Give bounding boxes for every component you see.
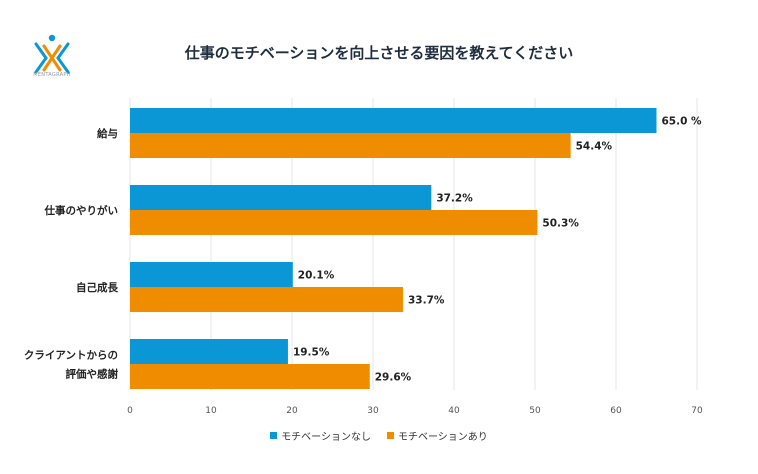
data-label: 33.7%: [408, 295, 445, 307]
legend-swatch-motivation: [387, 432, 394, 439]
category-label: 自己成長: [76, 281, 118, 294]
bar: [130, 262, 293, 287]
data-label: 20.1%: [298, 270, 335, 282]
logo-icon: [34, 34, 70, 74]
bar: [130, 185, 432, 210]
x-tick-label: 0: [127, 406, 133, 416]
data-label: 65.0 %: [662, 116, 703, 128]
x-tick-label: 30: [367, 406, 379, 416]
data-label: 37.2%: [436, 193, 473, 205]
legend-label-no-motivation: モチベーションなし: [281, 432, 371, 443]
bar: [130, 108, 657, 133]
x-tick-label: 70: [691, 406, 703, 416]
legend-item-no-motivation: モチベーションなし: [270, 428, 371, 443]
x-tick-label: 20: [286, 406, 298, 416]
x-tick-label: 40: [448, 406, 460, 416]
bar: [130, 339, 288, 364]
x-tick-label: 10: [205, 406, 217, 416]
bar: [130, 287, 403, 312]
x-tick-label: 60: [610, 406, 622, 416]
x-tick-label: 50: [529, 406, 541, 416]
legend-item-motivation: モチベーションあり: [387, 428, 488, 443]
category-label: 給与: [97, 127, 118, 140]
category-label: 仕事のやりがい: [44, 204, 119, 217]
legend-swatch-no-motivation: [270, 432, 278, 439]
data-label: 54.4%: [576, 141, 613, 153]
category-label: クライアントからの: [24, 350, 118, 362]
data-label: 29.6%: [375, 372, 412, 384]
data-label: 50.3%: [542, 218, 579, 230]
legend: モチベーションなし モチベーションあり: [0, 428, 758, 443]
bar: [130, 133, 571, 158]
bar: [130, 364, 370, 389]
chart-title: 仕事のモチベーションを向上させる要因を教えてください: [184, 44, 574, 62]
legend-label-motivation: モチベーションあり: [398, 432, 488, 443]
data-label: 19.5%: [293, 347, 330, 359]
bar: [130, 210, 538, 235]
category-label: 評価や感謝: [66, 368, 119, 381]
logo-text: MENTAGRAPH: [33, 72, 71, 78]
